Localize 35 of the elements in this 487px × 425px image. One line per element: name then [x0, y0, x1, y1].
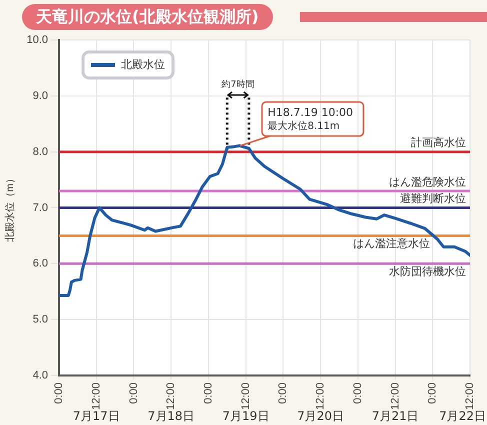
y-tick-label: 8.0 [32, 146, 48, 158]
annotation: 約7時間 [222, 78, 254, 90]
y-tick-label: 5.0 [32, 314, 48, 326]
y-tick-label: 4.0 [32, 370, 48, 382]
x-tick-label: 0:00 [426, 382, 439, 404]
x-tick-label: 12:00 [389, 382, 402, 410]
ref-line-label: 水防団待機水位 [389, 265, 466, 278]
text: 7月21日 [372, 409, 419, 423]
ref-line-label: はん濫注意水位 [353, 237, 430, 250]
x-tick-label: 0:00 [202, 382, 214, 404]
text: 7月20日 [297, 409, 344, 423]
y-tick-label: 9.0 [32, 90, 48, 102]
legend-label: 北殿水位 [121, 58, 165, 71]
text: 7月19日 [222, 409, 270, 423]
x-tick-label: 0:00 [277, 382, 290, 404]
x-tick-label: 0:00 [128, 382, 140, 404]
text: 7月18日 [148, 409, 195, 423]
x-tick-label: 12:00 [314, 382, 327, 410]
y-axis-title: 北殿水位（m） [4, 174, 16, 242]
x-tick-label: 12:00 [240, 382, 252, 410]
x-tick-label: 0:00 [352, 382, 364, 404]
annotation: H18.7.19 10:00 最大水位8.11m [268, 106, 354, 132]
y-tick-label: 6.0 [32, 258, 48, 270]
ref-line-label: 避難判断水位 [400, 192, 466, 206]
text: 7月17日 [72, 409, 120, 423]
x-tick-label: 0:00 [53, 382, 66, 404]
text: 7月22日 [439, 409, 486, 423]
x-tick-label: 12:00 [464, 382, 476, 410]
ref-line-label: 計画高水位 [411, 136, 466, 150]
y-tick-label: 10.0 [26, 34, 48, 46]
ref-line-label: はん濫危険水位 [389, 175, 466, 188]
x-tick-label: 12:00 [165, 382, 178, 410]
x-tick-label: 12:00 [90, 382, 102, 410]
chart-title: 天竜川の水位(北殿水位観測所) [22, 4, 273, 30]
y-tick-label: 7.0 [32, 202, 48, 214]
